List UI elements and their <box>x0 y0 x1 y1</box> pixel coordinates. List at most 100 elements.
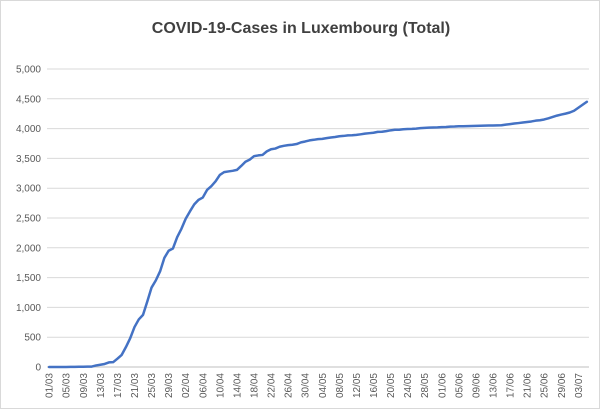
data-point <box>146 300 148 302</box>
data-point <box>210 185 212 187</box>
data-point <box>283 145 285 147</box>
data-point <box>270 148 272 150</box>
data-point <box>500 124 502 126</box>
data-point <box>103 363 105 365</box>
data-point <box>78 366 80 368</box>
y-tick-label: 3,500 <box>16 154 41 165</box>
x-tick-label: 09/03 <box>79 373 90 398</box>
data-point <box>492 124 494 126</box>
data-point <box>445 126 447 128</box>
x-tick-label: 01/03 <box>45 373 56 398</box>
data-point <box>552 116 554 118</box>
x-tick-label: 25/03 <box>147 373 158 398</box>
data-point <box>351 134 353 136</box>
data-point <box>453 125 455 127</box>
x-tick-label: 18/04 <box>250 373 261 398</box>
data-point <box>300 141 302 143</box>
data-point <box>389 129 391 131</box>
data-point <box>488 124 490 126</box>
data-point <box>441 126 443 128</box>
data-point <box>257 154 259 156</box>
data-point <box>466 125 468 127</box>
x-tick-label: 17/03 <box>113 373 124 398</box>
data-point <box>564 112 566 114</box>
data-point <box>539 119 541 121</box>
data-point <box>291 144 293 146</box>
data-point <box>436 126 438 128</box>
data-point <box>206 189 208 191</box>
data-point <box>61 366 63 368</box>
data-point <box>159 270 161 272</box>
data-point <box>231 170 233 172</box>
data-point <box>125 346 127 348</box>
x-tick-label: 02/04 <box>181 373 192 398</box>
data-point <box>74 366 76 368</box>
data-point <box>261 154 263 156</box>
data-point <box>556 114 558 116</box>
data-point <box>368 132 370 134</box>
data-point <box>236 169 238 171</box>
data-point <box>522 121 524 123</box>
data-point <box>197 199 199 201</box>
data-point <box>108 361 110 363</box>
data-point <box>65 366 67 368</box>
x-tick-label: 05/03 <box>62 373 73 398</box>
x-tick-label: 04/05 <box>318 373 329 398</box>
x-tick-label: 01/06 <box>437 373 448 398</box>
data-point <box>377 131 379 133</box>
data-point <box>193 203 195 205</box>
data-point <box>313 139 315 141</box>
data-point <box>219 174 221 176</box>
data-point <box>167 250 169 252</box>
data-point <box>334 136 336 138</box>
data-point <box>449 125 451 127</box>
data-point <box>560 113 562 115</box>
y-tick-label: 1,000 <box>16 303 41 314</box>
data-point <box>321 138 323 140</box>
x-tick-label: 03/07 <box>574 373 585 398</box>
data-point <box>86 365 88 367</box>
data-point <box>129 337 131 339</box>
y-tick-label: 5,000 <box>16 65 41 76</box>
data-point <box>142 314 144 316</box>
data-point <box>325 137 327 139</box>
data-point <box>249 158 251 160</box>
data-point <box>91 365 93 367</box>
x-tick-label: 20/05 <box>386 373 397 398</box>
data-point <box>295 143 297 145</box>
x-tick-label: 29/06 <box>557 373 568 398</box>
x-tick-label: 10/04 <box>215 373 226 398</box>
data-point <box>138 318 140 320</box>
data-point <box>347 134 349 136</box>
data-point <box>150 286 152 288</box>
x-tick-label: 26/04 <box>284 373 295 398</box>
y-tick-label: 500 <box>24 333 41 344</box>
data-point <box>48 366 50 368</box>
data-point <box>189 210 191 212</box>
data-point <box>496 124 498 126</box>
data-point <box>530 120 532 122</box>
data-point <box>398 129 400 131</box>
data-point <box>406 128 408 130</box>
data-point <box>411 128 413 130</box>
data-point <box>385 130 387 132</box>
y-tick-label: 3,000 <box>16 184 41 195</box>
data-point <box>462 125 464 127</box>
data-point <box>120 354 122 356</box>
data-point <box>372 132 374 134</box>
data-point <box>581 104 583 106</box>
y-tick-label: 1,500 <box>16 273 41 284</box>
data-point <box>278 146 280 148</box>
x-tick-label: 21/03 <box>130 373 141 398</box>
x-tick-label: 05/06 <box>454 373 465 398</box>
data-point <box>394 129 396 131</box>
x-tick-label: 22/04 <box>267 373 278 398</box>
data-point <box>458 125 460 127</box>
data-point <box>52 366 54 368</box>
y-tick-label: 4,500 <box>16 94 41 105</box>
data-point <box>253 155 255 157</box>
data-point <box>402 128 404 130</box>
data-point <box>432 126 434 128</box>
